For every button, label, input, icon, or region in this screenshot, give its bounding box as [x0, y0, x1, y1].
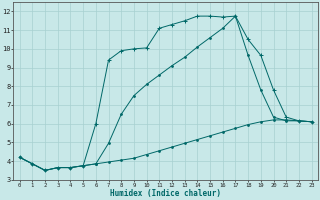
X-axis label: Humidex (Indice chaleur): Humidex (Indice chaleur) [110, 189, 221, 198]
